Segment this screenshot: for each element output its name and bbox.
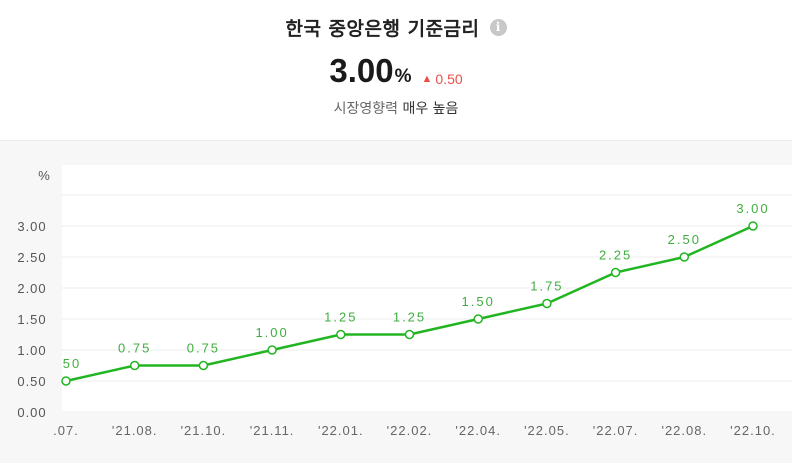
data-label: 0.75 — [118, 341, 151, 356]
data-point — [267, 345, 277, 355]
x-tick-label: '22.07. — [593, 423, 639, 438]
x-tick-label: '22.04. — [455, 423, 501, 438]
data-label: 2.25 — [599, 248, 632, 263]
up-arrow-icon: ▲ — [421, 73, 433, 85]
y-tick-label: 0.00 — [17, 405, 46, 420]
x-tick-label: '21.08. — [112, 423, 158, 438]
info-icon[interactable]: i — [489, 19, 507, 36]
x-tick-label: '22.02. — [387, 423, 433, 438]
rate-change-value: 0.50 — [435, 71, 463, 87]
rate-change: ▲ 0.50 — [422, 71, 463, 87]
x-tick-label: '22.10. — [730, 423, 776, 438]
x-tick-label: '22.01. — [318, 423, 364, 438]
y-tick-label: 1.50 — [17, 312, 46, 327]
data-point — [473, 314, 483, 324]
data-point — [61, 376, 71, 386]
data-label: 1.25 — [324, 310, 357, 325]
rate-header: 한국 중앙은행 기준금리 i 3.00 % ▲ 0.50 시장영향력 매우 높음 — [0, 0, 792, 141]
data-point — [129, 360, 140, 371]
data-label: 1.00 — [255, 325, 288, 340]
rate-unit: % — [394, 66, 412, 87]
x-tick-label: '22.08. — [661, 423, 707, 438]
data-point — [542, 298, 552, 309]
y-tick-label: 2.50 — [17, 250, 46, 265]
data-label: 3.00 — [736, 201, 769, 216]
data-point — [404, 329, 415, 340]
x-tick-label: '21.10. — [181, 423, 227, 438]
data-label: 1.25 — [393, 310, 426, 325]
data-label: 2.50 — [668, 232, 701, 247]
data-label: 1.50 — [462, 294, 495, 309]
y-tick-label: 2.00 — [17, 281, 46, 296]
rate-line-chart: % 0.00 0.50 1.00 1.50 2.00 2.50 3.00 .07. '21.08.… — [17, 165, 792, 438]
x-tick-label: .07. — [53, 423, 79, 438]
chart-area: % 0.00 0.50 1.00 1.50 2.00 2.50 3.00 .07. '21.08.… — [0, 141, 792, 463]
data-point — [748, 221, 758, 231]
rate-value: 3.00 — [329, 52, 394, 89]
data-label: 1.75 — [530, 279, 563, 294]
data-point — [198, 360, 209, 371]
data-label: 50 — [63, 356, 81, 371]
market-influence-value: 매우 높음 — [402, 101, 459, 117]
y-tick-label: 1.00 — [17, 343, 46, 358]
y-tick-label: 3.00 — [17, 219, 46, 234]
title-row: 한국 중앙은행 기준금리 i — [0, 14, 792, 41]
x-tick-label: '21.11. — [250, 423, 295, 438]
data-point — [610, 267, 621, 278]
page-title: 한국 중앙은행 기준금리 — [285, 18, 480, 40]
data-label: 0.75 — [187, 341, 220, 356]
data-point — [679, 252, 690, 262]
market-influence-label: 시장영향력 — [333, 101, 398, 117]
data-point — [336, 329, 346, 340]
plot-background — [62, 165, 792, 413]
rate-value-row: 3.00 % ▲ 0.50 — [0, 52, 792, 90]
market-influence: 시장영향력 매우 높음 — [0, 98, 792, 118]
x-tick-label: '22.05. — [524, 423, 570, 438]
y-tick-label: 0.50 — [17, 374, 46, 389]
y-axis-unit-label: % — [38, 168, 50, 183]
